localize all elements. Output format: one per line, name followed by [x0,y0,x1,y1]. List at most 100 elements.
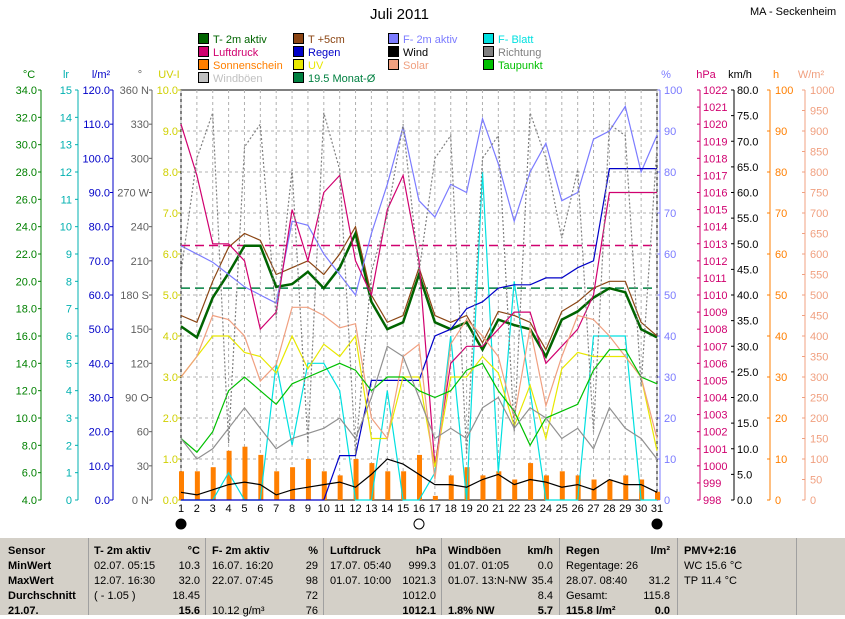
axis-tick-label: 80 [664,167,676,179]
axis-tick-label: 1004 [703,393,727,405]
axis-tick-label: 12.0 [16,386,37,398]
x-tick-label: 26 [572,503,584,515]
x-tick-label: 12 [349,503,361,515]
legend-label: Richtung [498,47,542,59]
axis-tick-label: 1022 [703,85,727,97]
axis-tick-label: 10 [775,454,787,466]
axis-tick-label: 1014 [703,222,727,234]
x-tick-label: 10 [318,503,330,515]
sunshine-bar [559,471,565,500]
axis-tick-label: 120 [131,358,149,370]
axis-tick-label: 1001 [703,444,727,456]
axis-tick-label: 550 [810,270,828,282]
legend-label: T- 2m aktiv [213,34,267,46]
axis-tick-label: 150 [810,434,828,446]
axis-tick-label: 50 [810,475,822,487]
axis-tick-label: 1021 [703,102,727,114]
axis-tick-label: 1005 [703,375,727,387]
axis-tick-label: 400 [810,331,828,343]
x-tick-label: 22 [508,503,520,515]
axis-tick-label: 18.0 [16,304,37,316]
x-tick-label: 7 [273,503,279,515]
legend-swatch [388,59,399,70]
axis-tick-label: 350 [810,352,828,364]
table-col-gusts: Windböen km/h 01.07. 01:05 0.0 01.07. 13:N… [448,545,553,617]
axis-tick-label: 2 [66,440,72,452]
label-date: 21.07. [8,605,39,617]
sunshine-bar [290,467,296,500]
series-line [180,229,658,360]
axis-tick-label: 20 [664,413,676,425]
legend-label: T +5cm [308,34,345,46]
axis-tick-label: 6.0 [22,468,37,480]
axis-tick-label: 850 [810,147,828,159]
sunshine-bar [194,471,200,500]
sunshine-bar [321,471,327,500]
axis-tick-label: 8.0 [163,167,178,179]
axis-tick-label: 10.0 [16,413,37,425]
axis-tick-label: 35.0 [737,316,758,328]
axis-tick-label: 90 [664,126,676,138]
full-moon-icon [413,518,425,530]
axis-tick-label: 20.0 [89,427,110,439]
x-tick-label: 28 [603,503,615,515]
axis-tick-label: 22.0 [16,249,37,261]
legend-label: Regen [308,47,341,59]
axis-tick-label: 40.0 [89,358,110,370]
sunshine-bar [179,471,184,500]
axis-tick-label: 8.0 [22,440,37,452]
axis-tick-label: 1019 [703,136,727,148]
table-col-t2m: T- 2m aktiv °C 02.07. 05:15 10.3 12.07. 16… [94,545,200,617]
axis-tick-label: 0 [810,495,816,507]
table-col-pmv: PMV+2:16 WC 15.6 °C TP 11.4 °C [684,545,743,587]
axis-tick-label: 80 [775,167,787,179]
label-avg: Durchschnitt [8,590,76,602]
axis-unit: ° [138,69,142,81]
legend-swatch [293,46,304,57]
axis-tick-label: 40 [775,331,787,343]
axis-tick-label: 120.0 [82,85,110,97]
legend-item: Sonnenschein [198,59,283,73]
axis-tick-label: 1.0 [163,454,178,466]
legend-label: UV [308,60,324,72]
axis-tick-label: 100 [775,85,793,97]
axis-tick-label: 65.0 [737,162,758,174]
axis-tick-label: 16.0 [16,331,37,343]
axis-tick-label: 0.0 [163,495,178,507]
x-tick-label: 31 [651,503,663,515]
x-tick-label: 17 [429,503,441,515]
sunshine-bar [480,475,486,500]
axis-unit: % [661,69,671,81]
axis-tick-label: 1000 [810,85,834,97]
axis-tick-label: 1016 [703,188,727,200]
axis-tick-label: 70.0 [737,136,758,148]
legend-swatch [293,72,304,83]
axis-tick-label: 750 [810,188,828,200]
axis-tick-label: 55.0 [737,213,758,225]
label-min: MinWert [8,560,52,572]
sunshine-bar [543,475,549,500]
axis-tick-label: 5.0 [163,290,178,302]
axis-tick-label: 600 [810,249,828,261]
series-line [180,349,658,454]
sunshine-bar [353,459,359,500]
axis-tick-label: 3.0 [163,372,178,384]
legend-item: Taupunkt [483,59,543,73]
axis-tick-label: 1009 [703,307,727,319]
axis-tick-label: 500 [810,290,828,302]
sunshine-bar [607,479,613,500]
axis-tick-label: 270 W [117,188,149,200]
x-tick-label: 30 [635,503,647,515]
axis-tick-label: 14.0 [16,358,37,370]
legend-swatch [198,72,209,83]
axis-tick-label: 60.0 [737,188,758,200]
legend-label: Wind [403,47,429,59]
sunshine-bar [623,475,629,500]
legend-item: Luftdruck [198,46,258,60]
new-moon-icon [175,518,187,530]
table-col-pressure: Luftdruck hPa 17.07. 05:40 999.3 01.07. 10… [330,545,436,617]
x-tick-label: 27 [587,503,599,515]
axis-tick-label: 32.0 [16,112,37,124]
axis-tick-label: 1 [66,468,72,480]
axis-tick-label: 90 O [125,393,149,405]
